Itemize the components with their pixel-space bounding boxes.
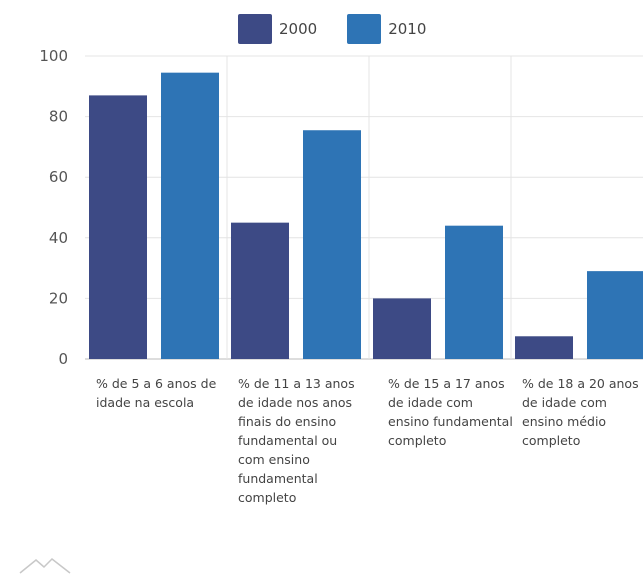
bar-2010-cat3[interactable] [445,225,503,359]
bar-2000-cat3[interactable] [373,298,431,359]
legend-label-2010: 2010 [388,20,427,38]
legend-item-2000[interactable]: 2000 [238,14,317,44]
bar-2000-cat1[interactable] [89,95,147,359]
mountain-logo-icon [19,558,71,574]
y-tick-label-100: 100 [39,47,68,65]
bar-2010-cat2[interactable] [303,130,361,359]
y-tick-label-0: 0 [58,350,68,368]
bar-2000-cat2[interactable] [231,222,289,359]
y-tick-label-20: 20 [49,289,68,307]
legend-swatch-2000 [238,14,272,44]
category-label-2: % de 11 a 13 anos de idade nos anos fina… [238,376,355,505]
legend-swatch-2010 [347,14,382,44]
category-label-4: % de 18 a 20 anos de idade com ensino mé… [522,376,639,448]
bar-2010-cat4[interactable] [587,271,643,359]
y-tick-label-80: 80 [49,108,68,126]
bar-2000-cat4[interactable] [515,336,573,359]
chart-legend: 2000 2010 [238,14,426,44]
category-label-3: % de 15 a 17 anos de idade com ensino fu… [388,376,513,448]
category-label-1: % de 5 a 6 anos de idade na escola [96,376,217,410]
bar-2010-cat1[interactable] [161,72,219,359]
y-tick-label-40: 40 [49,229,68,247]
legend-label-2000: 2000 [279,20,318,38]
y-tick-label-60: 60 [49,168,68,186]
legend-item-2010[interactable]: 2010 [347,14,426,44]
